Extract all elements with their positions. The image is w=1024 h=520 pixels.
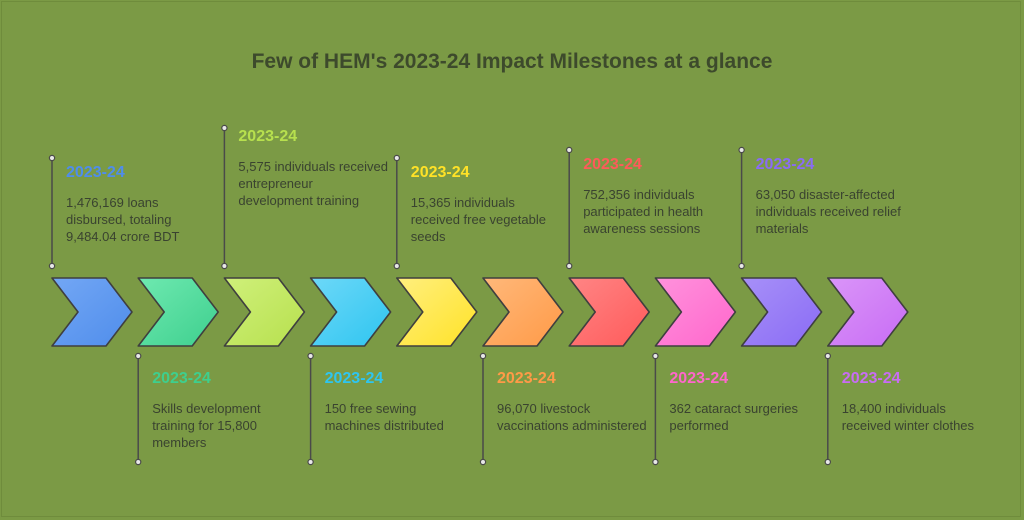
milestone-description: 18,400 individuals received winter cloth… xyxy=(841,401,975,433)
connector-dot xyxy=(566,262,573,270)
connector-dot xyxy=(652,352,659,360)
connector-dot xyxy=(134,352,142,360)
connector-dot xyxy=(824,458,832,466)
connector-dot xyxy=(824,352,832,360)
connector-dot xyxy=(48,262,56,270)
milestone-year: 2023-24 xyxy=(410,164,470,181)
chevron-1 xyxy=(51,277,133,347)
milestone-description: 5,575 individuals received entrepreneur … xyxy=(238,159,388,208)
milestone-year: 2023-24 xyxy=(497,370,556,387)
chevron-7 xyxy=(568,277,651,347)
milestone-9: 2023-24 63,050 disaster-affected individu… xyxy=(756,156,906,237)
milestone-7: 2023-24 752,356 individuals participated … xyxy=(583,156,733,237)
connector-dot xyxy=(566,146,573,154)
milestone-description: 15,365 individuals received free vegetab… xyxy=(410,195,546,244)
milestone-description: 752,356 individuals participated in heal… xyxy=(583,187,704,236)
milestone-6: 2023-24 96,070 livestock vaccinations adm… xyxy=(497,370,647,434)
milestone-1: 2023-24 1,476,169 loans disbursed, totali… xyxy=(66,164,216,245)
connector-dot xyxy=(307,458,314,466)
chevron-5 xyxy=(395,277,478,347)
milestone-description: 63,050 disaster-affected individuals rec… xyxy=(755,187,901,236)
connector-dot xyxy=(479,458,487,466)
milestone-year: 2023-24 xyxy=(66,164,125,181)
milestone-8: 2023-24 362 cataract surgeries performed xyxy=(669,370,819,434)
milestone-description: 362 cataract surgeries performed xyxy=(669,401,799,433)
milestone-10: 2023-24 18,400 individuals received winte… xyxy=(842,370,992,434)
chevron-4 xyxy=(309,277,392,347)
milestone-year: 2023-24 xyxy=(669,370,729,387)
connector-dot xyxy=(393,154,400,162)
milestone-year: 2023-24 xyxy=(152,370,211,387)
connector-dot xyxy=(738,146,745,154)
connector-dot xyxy=(479,352,487,360)
milestone-3: 2023-24 5,575 individuals received entrep… xyxy=(238,128,388,209)
chevron-3 xyxy=(223,277,306,347)
chevron-6 xyxy=(482,277,564,347)
milestone-year: 2023-24 xyxy=(238,128,298,145)
chevron-9 xyxy=(740,277,823,347)
connector-dot xyxy=(221,124,228,132)
milestone-4: 2023-24 150 free sewing machines distribu… xyxy=(325,370,475,434)
milestone-year: 2023-24 xyxy=(583,156,642,173)
milestone-5: 2023-24 15,365 individuals received free … xyxy=(411,164,561,245)
connector-dot xyxy=(48,154,56,162)
milestone-description: Skills development training for 15,800 m… xyxy=(152,401,261,450)
milestone-description: 96,070 livestock vaccinations administer… xyxy=(497,401,647,433)
milestone-year: 2023-24 xyxy=(324,370,384,387)
milestone-year: 2023-24 xyxy=(755,156,815,173)
milestone-year: 2023-24 xyxy=(841,370,901,387)
chevron-8 xyxy=(654,277,737,347)
connector-dot xyxy=(393,262,400,270)
connector-dot xyxy=(738,262,745,270)
chevron-10 xyxy=(826,277,909,347)
page-title: Few of HEM's 2023-24 Impact Milestones a… xyxy=(251,50,773,73)
chevron-2 xyxy=(137,277,219,347)
connector-dot xyxy=(134,458,142,466)
connector-dot xyxy=(652,458,659,466)
milestone-2: 2023-24 Skills development training for 1… xyxy=(152,370,302,451)
connector-dot xyxy=(221,262,228,270)
milestone-description: 1,476,169 loans disbursed, totaling 9,48… xyxy=(66,195,180,244)
milestone-description: 150 free sewing machines distributed xyxy=(324,401,444,433)
connector-dot xyxy=(307,352,314,360)
